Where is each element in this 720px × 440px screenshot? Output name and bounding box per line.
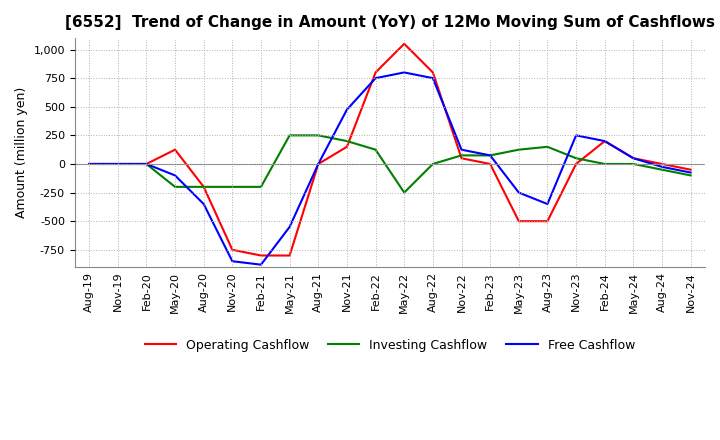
Free Cashflow (600, 139, 609, 144)
Free Cashflow (199, 202, 208, 207)
Line: Operating Cashflow: Operating Cashflow (89, 44, 690, 256)
Free Cashflow (457, 147, 466, 152)
Operating Cashflow (457, 156, 466, 161)
Investing Cashflow (515, 147, 523, 152)
Operating Cashflow (600, 139, 609, 144)
Investing Cashflow (428, 161, 437, 167)
Operating Cashflow (515, 219, 523, 224)
Operating Cashflow (629, 156, 638, 161)
Free Cashflow (142, 161, 150, 167)
Operating Cashflow (686, 167, 695, 172)
Free Cashflow (657, 164, 666, 169)
Operating Cashflow (285, 253, 294, 258)
Investing Cashflow (142, 161, 150, 167)
Free Cashflow (314, 161, 323, 167)
Operating Cashflow (171, 147, 179, 152)
Operating Cashflow (486, 161, 495, 167)
Operating Cashflow (400, 41, 408, 47)
Investing Cashflow (228, 184, 237, 190)
Investing Cashflow (256, 184, 265, 190)
Operating Cashflow (228, 247, 237, 253)
Investing Cashflow (343, 139, 351, 144)
Free Cashflow (372, 76, 380, 81)
Investing Cashflow (543, 144, 552, 150)
Investing Cashflow (314, 133, 323, 138)
Y-axis label: Amount (million yen): Amount (million yen) (15, 87, 28, 218)
Free Cashflow (343, 107, 351, 112)
Line: Free Cashflow: Free Cashflow (89, 73, 690, 265)
Free Cashflow (228, 259, 237, 264)
Investing Cashflow (600, 161, 609, 167)
Free Cashflow (686, 170, 695, 175)
Free Cashflow (114, 161, 122, 167)
Operating Cashflow (372, 70, 380, 75)
Free Cashflow (572, 133, 580, 138)
Investing Cashflow (486, 153, 495, 158)
Free Cashflow (515, 190, 523, 195)
Free Cashflow (285, 224, 294, 230)
Operating Cashflow (657, 161, 666, 167)
Free Cashflow (486, 153, 495, 158)
Investing Cashflow (400, 190, 408, 195)
Investing Cashflow (171, 184, 179, 190)
Investing Cashflow (572, 156, 580, 161)
Operating Cashflow (314, 161, 323, 167)
Investing Cashflow (629, 161, 638, 167)
Operating Cashflow (343, 144, 351, 150)
Investing Cashflow (457, 153, 466, 158)
Line: Investing Cashflow: Investing Cashflow (89, 136, 690, 193)
Operating Cashflow (256, 253, 265, 258)
Operating Cashflow (142, 161, 150, 167)
Free Cashflow (85, 161, 94, 167)
Investing Cashflow (114, 161, 122, 167)
Operating Cashflow (85, 161, 94, 167)
Investing Cashflow (199, 184, 208, 190)
Operating Cashflow (543, 219, 552, 224)
Investing Cashflow (657, 167, 666, 172)
Title: [6552]  Trend of Change in Amount (YoY) of 12Mo Moving Sum of Cashflows: [6552] Trend of Change in Amount (YoY) o… (65, 15, 715, 30)
Operating Cashflow (114, 161, 122, 167)
Free Cashflow (400, 70, 408, 75)
Legend: Operating Cashflow, Investing Cashflow, Free Cashflow: Operating Cashflow, Investing Cashflow, … (140, 334, 640, 357)
Investing Cashflow (686, 173, 695, 178)
Operating Cashflow (199, 184, 208, 190)
Investing Cashflow (372, 147, 380, 152)
Free Cashflow (629, 156, 638, 161)
Free Cashflow (171, 173, 179, 178)
Free Cashflow (256, 262, 265, 268)
Investing Cashflow (285, 133, 294, 138)
Free Cashflow (428, 76, 437, 81)
Operating Cashflow (572, 161, 580, 167)
Investing Cashflow (85, 161, 94, 167)
Free Cashflow (543, 202, 552, 207)
Operating Cashflow (428, 70, 437, 75)
